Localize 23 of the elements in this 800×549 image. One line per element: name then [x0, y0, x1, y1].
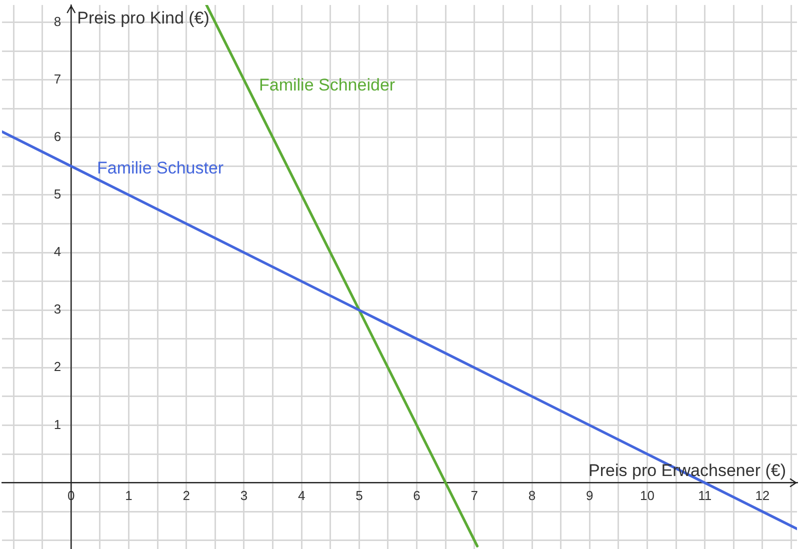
x-tick-label: 2 — [182, 488, 190, 504]
x-tick-label: 10 — [640, 488, 654, 504]
x-tick-label: 11 — [698, 488, 712, 504]
y-tick-label: 1 — [54, 416, 62, 432]
x-tick-label: 7 — [470, 488, 478, 504]
y-tick-label: 8 — [54, 14, 62, 29]
x-tick-label: 4 — [298, 488, 306, 504]
y-tick-label: 6 — [54, 128, 62, 144]
x-tick-label: 1 — [125, 488, 132, 504]
y-tick-label: 5 — [54, 186, 62, 202]
y-axis-title: Preis pro Kind (€) — [77, 8, 210, 28]
y-tick-label: 2 — [54, 359, 62, 374]
y-tick-label: 7 — [54, 71, 62, 86]
series-label: Familie Schuster — [97, 158, 224, 178]
x-tick-label: 3 — [240, 488, 248, 504]
x-tick-label: 8 — [528, 488, 536, 504]
x-tick-label: 9 — [586, 488, 594, 504]
series-label: Familie Schneider — [259, 76, 396, 95]
x-tick-label: 6 — [413, 488, 420, 504]
x-tick-label: 12 — [755, 488, 770, 504]
y-tick-label: 4 — [54, 244, 62, 260]
x-tick-label: 5 — [356, 488, 363, 504]
y-tick-label: 3 — [54, 302, 62, 317]
